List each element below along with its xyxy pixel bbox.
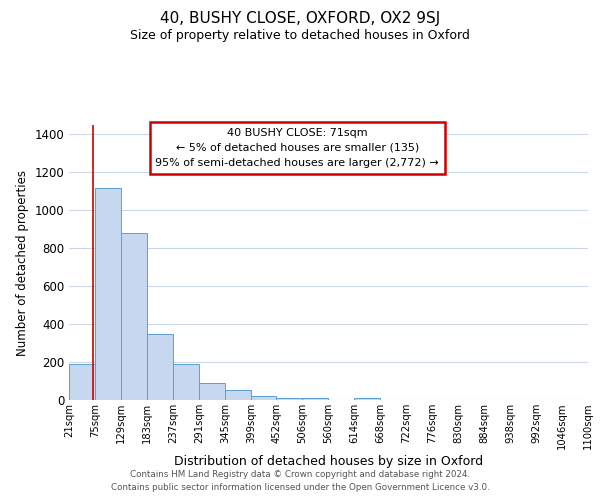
Y-axis label: Number of detached properties: Number of detached properties [16,170,29,356]
Text: Size of property relative to detached houses in Oxford: Size of property relative to detached ho… [130,29,470,42]
Text: Contains HM Land Registry data © Crown copyright and database right 2024.
Contai: Contains HM Land Registry data © Crown c… [110,470,490,492]
Text: 40, BUSHY CLOSE, OXFORD, OX2 9SJ: 40, BUSHY CLOSE, OXFORD, OX2 9SJ [160,11,440,26]
Bar [251,396,277,400]
Bar [121,233,147,400]
Bar [225,390,251,400]
Bar [69,364,95,400]
X-axis label: Distribution of detached houses by size in Oxford: Distribution of detached houses by size … [174,455,483,468]
Bar [173,364,199,400]
Bar [95,188,121,400]
Text: 40 BUSHY CLOSE: 71sqm
← 5% of detached houses are smaller (135)
95% of semi-deta: 40 BUSHY CLOSE: 71sqm ← 5% of detached h… [155,128,439,168]
Bar [277,398,302,400]
Bar [302,398,328,400]
Bar [199,383,225,400]
Bar [147,334,173,400]
Bar [354,398,380,400]
